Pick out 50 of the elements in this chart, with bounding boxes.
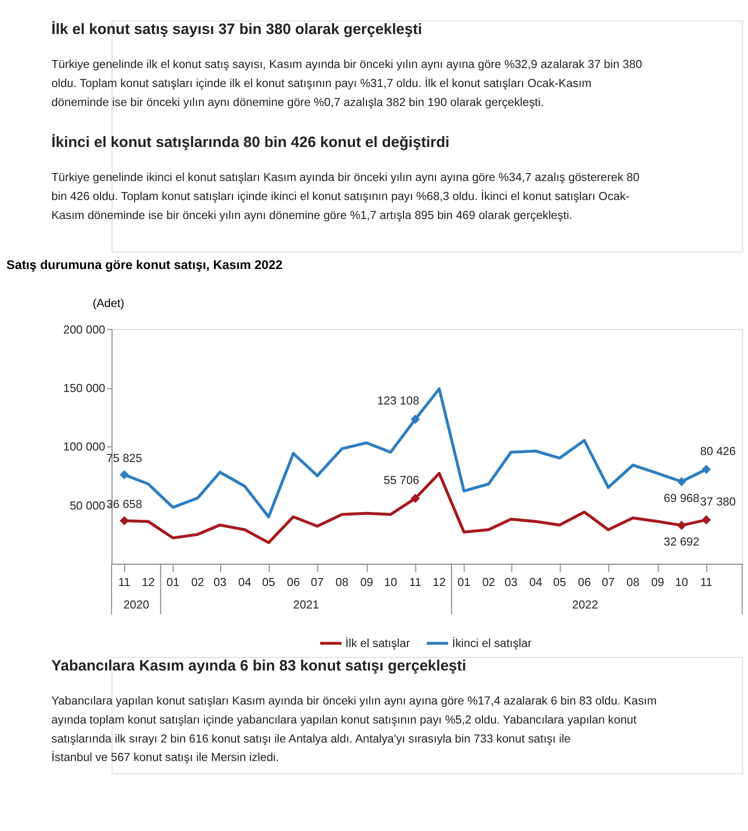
data-label: 123 108 [377,394,420,408]
x-tick-label: 04 [238,576,252,590]
x-tick-label: 10 [675,576,689,590]
y-tick-label: 50 000 [70,499,106,512]
x-tick-label: 03 [214,576,226,590]
x-tick-label: 08 [336,576,348,590]
data-label: 55 706 [384,474,420,487]
x-tick-label: 11 [409,576,422,590]
data-label: 75 825 [106,452,142,466]
text: 2021 [293,598,320,612]
x-tick-label: 07 [602,576,615,590]
x-tick-label: 02 [191,576,204,590]
y-tick-label: 200 000 [63,323,106,336]
data-label: 69 968 [664,492,700,505]
legend-label: İlk el satışlar [345,636,410,650]
y-tick-label: 100 000 [63,440,106,454]
data-label: 36 658 [106,498,142,512]
x-tick-label: 06 [578,576,591,590]
x-tick-label: 12 [432,576,446,590]
x-tick-label: 08 [626,576,640,590]
x-tick-label: 10 [384,576,398,590]
x-tick-label: 09 [651,576,664,590]
x-tick-label: 12 [142,576,155,590]
x-tick-label: 04 [529,576,543,590]
y-tick-label: 150 000 [63,382,106,396]
data-label: 80 426 [700,444,736,458]
x-tick-label: 01 [457,576,470,590]
data-label: 37 380 [700,495,736,508]
text: İlk el konut satış sayısı 37 bin 380 olarak gerçekleşti [51,21,422,38]
text: Yabancılara Kasım ayında 6 bin 83 konut satışı gerçekleşti [51,657,466,674]
text: 2022 [572,598,598,612]
text: Türkiye genelinde ilk el konut satış sayısı, Kasım ayında bir önceki yılın aynı ayına göre %32,9 azalarak 37 bin 380 oldu. Toplam konut satışları içinde ilk el konut satışının payı %31,7 oldu. İlk el konut satışları Ocak-Kasım döneminde ise bir önceki yılın aynı dönemine göre %0,7 azalışla 382 bin 190 olarak gerçekleşti. [51,58,643,109]
x-tick-label: 02 [482,576,496,590]
text: 2020 [123,598,150,612]
y-axis-title: (Adet) [92,297,124,310]
text: Türkiye genelinde ikinci el konut satışları Kasım ayında bir önceki yılın aynı ayına göre %34,7 azalış göstererek 80 bin 426 oldu. Toplam konut satışları içinde ikinci el konut satışının payı %68,3 oldu. İkinci el konut satışları Ocak-Kasım döneminde ise bir önceki yılın aynı dönemine göre %1,7 artışla 895 bin 469 olarak gerçekleşti. [51,171,640,222]
legend-label: İkinci el satışlar [452,636,532,650]
x-tick-label: 05 [553,576,566,590]
x-tick-label: 03 [504,576,518,590]
text: Yabancılara yapılan konut satışları Kasım ayında bir önceki yılın aynı ayına göre %17,4 azalarak 6 bin 83 oldu. Kasım ayında toplam konut satışları içinde yabancılara yapılan konut satışının payı %5,2 oldu. Yabancılara yapılan konut satışlarında ilk sırayı 2 bin 616 konut satışı ile Antalya aldı. Antalya'yı sırasıyla bin 733 konut satışı ile İstanbul ve 567 konut satışı ile Mersin izledi. [51,694,657,764]
x-tick-label: 11 [118,576,130,590]
x-tick-label: 06 [286,576,300,590]
chart-title: Satış durumuna göre konut satışı, Kasım 2022 [6,258,283,272]
x-tick-label: 07 [310,576,324,590]
data-label: 32 692 [664,536,700,549]
text: İkinci el konut satışlarında 80 bin 426 konut el değiştirdi [51,134,450,152]
x-tick-label: 11 [700,576,712,590]
x-tick-label: 05 [262,576,276,590]
x-tick-label: 09 [360,576,374,590]
x-tick-label: 01 [166,576,180,590]
